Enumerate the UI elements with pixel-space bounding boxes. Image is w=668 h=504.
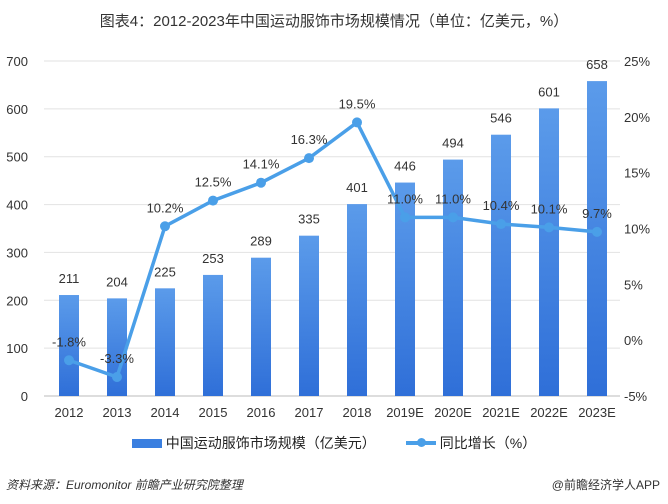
- legend-item-line: 同比增长（%）: [405, 433, 537, 453]
- y2-tick-label: 5%: [624, 277, 643, 292]
- bar: [587, 81, 607, 396]
- growth-point: [544, 222, 554, 233]
- y-tick-label: 700: [6, 54, 28, 69]
- source-note: 资料来源：Euromonitor 前瞻产业研究院整理: [6, 478, 243, 492]
- growth-label: 9.7%: [582, 206, 612, 221]
- growth-point: [304, 153, 314, 164]
- bar-value-label: 494: [442, 136, 464, 151]
- y2-tick-label: 15%: [624, 166, 650, 181]
- y2-tick-label: 10%: [624, 222, 650, 237]
- growth-point: [352, 117, 362, 128]
- growth-label: -1.8%: [52, 334, 86, 349]
- bar-value-label: 335: [298, 212, 320, 227]
- y-tick-label: 500: [6, 150, 28, 165]
- bar: [107, 298, 127, 396]
- x-tick-label: 2013: [103, 405, 132, 420]
- x-tick-label: 2022E: [530, 405, 568, 420]
- growth-label: -3.3%: [100, 351, 134, 366]
- growth-label: 16.3%: [291, 132, 328, 147]
- bar-value-label: 546: [490, 111, 512, 126]
- bar: [203, 274, 223, 396]
- growth-point: [64, 355, 74, 366]
- y2-tick-label: 0%: [624, 333, 643, 348]
- bar-value-label: 253: [202, 251, 224, 266]
- x-tick-label: 2023E: [578, 405, 616, 420]
- x-tick-label: 2016: [247, 405, 276, 420]
- growth-point: [112, 372, 122, 383]
- growth-point: [448, 212, 458, 223]
- bar-value-label: 289: [250, 234, 272, 249]
- bar-value-label: 601: [538, 84, 560, 99]
- growth-label: 11.0%: [435, 191, 471, 206]
- x-tick-label: 2017: [295, 405, 324, 420]
- bar-value-label: 225: [154, 264, 176, 279]
- y-tick-label: 600: [6, 102, 28, 117]
- bar-swatch: [131, 438, 162, 448]
- bar: [251, 257, 271, 396]
- bar-value-label: 401: [346, 180, 368, 195]
- bar-value-label: 446: [394, 159, 416, 174]
- growth-point: [160, 221, 170, 232]
- growth-label: 10.1%: [531, 201, 568, 216]
- bar-value-label: 658: [586, 57, 608, 72]
- growth-point: [400, 212, 410, 223]
- growth-label: 10.2%: [147, 200, 184, 215]
- bar: [347, 204, 367, 396]
- x-tick-label: 2021E: [482, 405, 520, 420]
- y-tick-label: 200: [6, 293, 28, 308]
- bar: [299, 235, 319, 396]
- growth-point: [592, 226, 602, 237]
- line-swatch: [405, 438, 436, 447]
- brand-watermark: @前瞻经济学人APP: [551, 478, 660, 492]
- y-tick-label: 100: [6, 341, 28, 356]
- y2-tick-label: 25%: [624, 54, 650, 69]
- growth-label: 19.5%: [339, 96, 376, 111]
- bar: [491, 134, 511, 396]
- x-tick-label: 2012: [55, 405, 84, 420]
- legend-item-bar: 中国运动服饰市场规模（亿美元）: [131, 433, 376, 453]
- growth-label: 10.4%: [483, 198, 520, 213]
- bar: [539, 108, 559, 396]
- growth-label: 11.0%: [387, 191, 423, 206]
- growth-label: 14.1%: [243, 157, 280, 172]
- legend: 中国运动服饰市场规模（亿美元） 同比增长（%）: [0, 433, 668, 453]
- growth-point: [256, 177, 266, 188]
- legend-label-bar: 中国运动服饰市场规模（亿美元）: [165, 435, 376, 451]
- bar-value-label: 204: [106, 274, 128, 289]
- chart-title: 图表4：2012-2023年中国运动服饰市场规模情况（单位：亿美元，%）: [99, 13, 569, 30]
- y-tick-label: 300: [6, 245, 28, 260]
- y-tick-label: 400: [6, 198, 28, 213]
- bar: [395, 182, 415, 396]
- bar: [59, 295, 79, 396]
- x-tick-label: 2014: [151, 405, 180, 420]
- bar: [155, 288, 175, 396]
- y2-tick-label: -5%: [624, 389, 648, 404]
- x-tick-label: 2020E: [434, 405, 472, 420]
- growth-point: [208, 195, 218, 206]
- x-tick-label: 2018: [343, 405, 372, 420]
- growth-label: 12.5%: [195, 175, 232, 190]
- x-tick-label: 2019E: [386, 405, 424, 420]
- y-tick-label: 0: [21, 389, 28, 404]
- x-tick-label: 2015: [199, 405, 228, 420]
- y2-tick-label: 20%: [624, 110, 650, 125]
- growth-line: [68, 119, 598, 380]
- legend-label-line: 同比增长（%）: [439, 435, 537, 451]
- growth-point: [496, 219, 506, 230]
- bar-value-label: 211: [59, 271, 80, 286]
